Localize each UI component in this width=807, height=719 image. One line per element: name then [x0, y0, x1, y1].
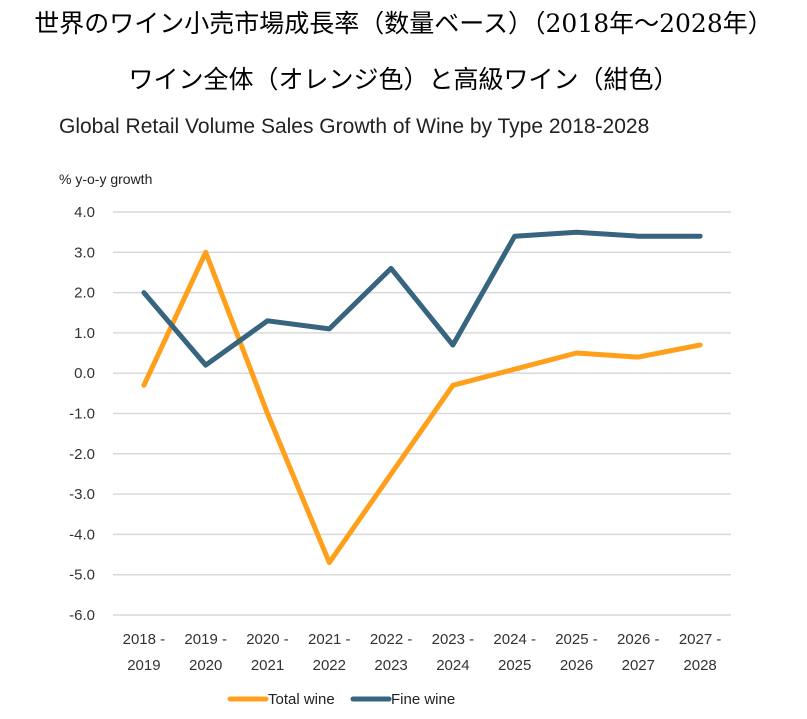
x-tick-label: 2027 [622, 657, 655, 674]
y-tick-label: -4.0 [69, 526, 95, 543]
gridlines [113, 211, 731, 616]
y-tick-label: 3.0 [74, 244, 95, 261]
japanese-title-line-2: ワイン全体（オレンジ色）と高級ワイン（紺色） [128, 65, 679, 94]
x-tick-label: 2022 - [370, 631, 413, 648]
x-tick-label: 2024 [436, 657, 469, 674]
x-tick-label: 2025 - [555, 631, 598, 648]
x-tick-label: 2021 - [308, 631, 351, 648]
x-tick-label: 2019 - [184, 631, 227, 648]
y-tick-label: -6.0 [69, 607, 95, 624]
y-tick-label: 4.0 [74, 204, 95, 221]
y-tick-label: -1.0 [69, 406, 95, 423]
x-tick-label: 2022 [313, 657, 346, 674]
x-axis-ticks: 2018 - 2019 2019 - 2020 2020 - 2021 2021 - 2022… [123, 631, 722, 674]
x-tick-label: 2023 - [432, 631, 475, 648]
x-tick-label: 2025 [498, 657, 531, 674]
x-tick-label: 2027 - [679, 631, 722, 648]
x-tick-label: 2026 - [617, 631, 660, 648]
x-tick-label: 2020 [189, 657, 222, 674]
x-tick-label: 2018 - [123, 631, 166, 648]
x-tick-label: 2026 [560, 657, 593, 674]
legend: Total wine Fine wine [227, 691, 455, 708]
legend-label: Fine wine [391, 691, 455, 708]
y-tick-label: -3.0 [69, 486, 95, 503]
x-tick-label: 2019 [127, 657, 160, 674]
x-tick-label: 2024 - [493, 631, 536, 648]
japanese-title-line-1: 世界のワイン小売市場成長率（数量ベース）（2018年〜2028年） [34, 9, 773, 38]
series-line-fine-wine [141, 229, 703, 368]
x-tick-label: 2028 [683, 657, 716, 674]
series-lines [141, 229, 703, 566]
legend-label: Total wine [268, 691, 335, 708]
y-tick-label: -2.0 [69, 446, 95, 463]
y-axis-ticks: 4.0 3.0 2.0 1.0 0.0 -1.0 -2.0 -3.0 -4.0 -5.0 -6.0 [69, 204, 95, 624]
chart-subtitle: % y-o-y growth [59, 171, 153, 187]
x-tick-label: 2023 [374, 657, 407, 674]
x-tick-label: 2021 [251, 657, 284, 674]
y-tick-label: 2.0 [74, 285, 95, 302]
y-tick-label: 1.0 [74, 325, 95, 342]
y-tick-label: -5.0 [69, 567, 95, 584]
y-tick-label: 0.0 [74, 365, 95, 382]
x-tick-label: 2020 - [246, 631, 289, 648]
series-line-total-wine [141, 249, 703, 566]
chart-title: Global Retail Volume Sales Growth of Win… [59, 115, 650, 138]
